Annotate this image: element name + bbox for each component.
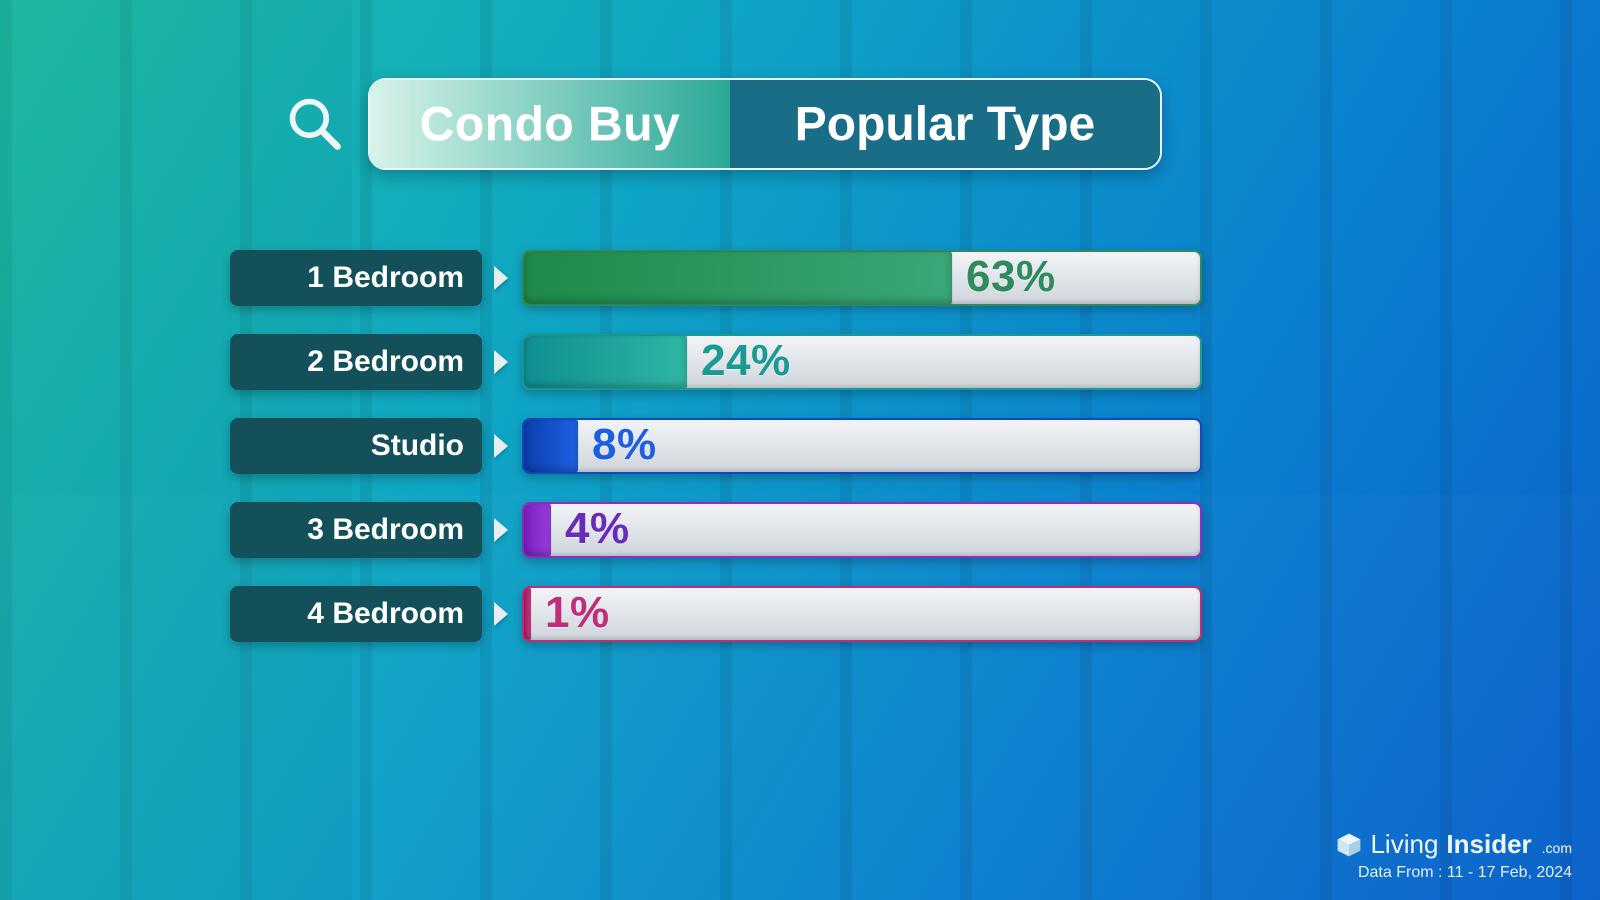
search-icon bbox=[280, 89, 350, 159]
title-segment-right: Popular Type bbox=[730, 80, 1160, 168]
brand-cube-icon bbox=[1336, 832, 1362, 858]
bar-label: 3 Bedroom bbox=[230, 502, 482, 558]
bar-row: Studio 8% bbox=[230, 418, 1230, 474]
bar-label: Studio bbox=[230, 418, 482, 474]
title-segment-left: Condo Buy bbox=[370, 80, 730, 168]
bar-row: 1 Bedroom 63% bbox=[230, 250, 1230, 306]
brand: Living Insider .com bbox=[1336, 829, 1572, 860]
bar-fill bbox=[524, 420, 578, 472]
bar-row: 2 Bedroom 24% bbox=[230, 334, 1230, 390]
chevron-right-icon bbox=[494, 434, 508, 458]
bar-fill bbox=[524, 336, 687, 388]
title-pill: Condo Buy Popular Type bbox=[368, 78, 1162, 170]
bar-fill bbox=[524, 504, 551, 556]
bar-value: 8% bbox=[592, 420, 657, 470]
title-left-text: Condo Buy bbox=[420, 97, 680, 152]
bar-track: 8% bbox=[522, 418, 1202, 474]
bar-label: 4 Bedroom bbox=[230, 586, 482, 642]
stage: Condo Buy Popular Type 1 Bedroom 63% 2 Bed… bbox=[0, 0, 1600, 900]
bar-track: 4% bbox=[522, 502, 1202, 558]
chevron-right-icon bbox=[494, 518, 508, 542]
chevron-right-icon bbox=[494, 266, 508, 290]
bar-fill bbox=[524, 588, 531, 640]
bar-value: 63% bbox=[966, 252, 1056, 302]
bar-fill bbox=[524, 252, 952, 304]
title-right-text: Popular Type bbox=[795, 97, 1096, 152]
bar-row: 3 Bedroom 4% bbox=[230, 502, 1230, 558]
brand-text-suffix: .com bbox=[1542, 840, 1572, 860]
brand-text-bold: Insider bbox=[1446, 829, 1531, 860]
bar-track: 1% bbox=[522, 586, 1202, 642]
header: Condo Buy Popular Type bbox=[280, 78, 1162, 170]
brand-text-thin: Living bbox=[1370, 829, 1438, 860]
bar-label: 2 Bedroom bbox=[230, 334, 482, 390]
chevron-right-icon bbox=[494, 602, 508, 626]
data-date-range: Data From : 11 - 17 Feb, 2024 bbox=[1336, 864, 1572, 882]
bar-row: 4 Bedroom 1% bbox=[230, 586, 1230, 642]
bar-value: 4% bbox=[565, 504, 630, 554]
bar-value: 24% bbox=[701, 336, 791, 386]
footer: Living Insider .com Data From : 11 - 17 … bbox=[1336, 829, 1572, 882]
chevron-right-icon bbox=[494, 350, 508, 374]
bar-track: 24% bbox=[522, 334, 1202, 390]
bar-chart: 1 Bedroom 63% 2 Bedroom 24% Studio 8% 3 Bedroo… bbox=[230, 250, 1230, 670]
bar-label: 1 Bedroom bbox=[230, 250, 482, 306]
bar-track: 63% bbox=[522, 250, 1202, 306]
bar-value: 1% bbox=[545, 588, 610, 638]
